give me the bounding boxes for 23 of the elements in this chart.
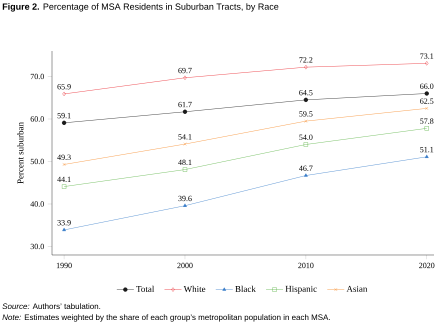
legend-label: White xyxy=(184,286,206,292)
point xyxy=(304,142,308,147)
legend-label: Total xyxy=(136,286,154,292)
point xyxy=(183,204,187,207)
point xyxy=(182,167,188,172)
legend-label: Hispanic xyxy=(286,286,317,294)
point xyxy=(182,110,188,114)
point xyxy=(183,76,187,80)
point xyxy=(62,228,66,232)
y-axis-title: Percent suburban xyxy=(17,122,24,184)
point xyxy=(424,154,429,158)
legend-label: Asian xyxy=(346,286,368,292)
point xyxy=(424,91,429,96)
point xyxy=(304,64,308,70)
point xyxy=(304,173,308,177)
legend-label: Black xyxy=(235,286,256,292)
point xyxy=(62,184,66,189)
point xyxy=(62,120,66,126)
point xyxy=(304,120,308,123)
chart-title: Figure 2. Percentage of MSA Residents in Suburban Tracts, by Race xyxy=(2,3,278,12)
point xyxy=(424,126,429,131)
point xyxy=(183,142,187,146)
point xyxy=(304,98,308,102)
